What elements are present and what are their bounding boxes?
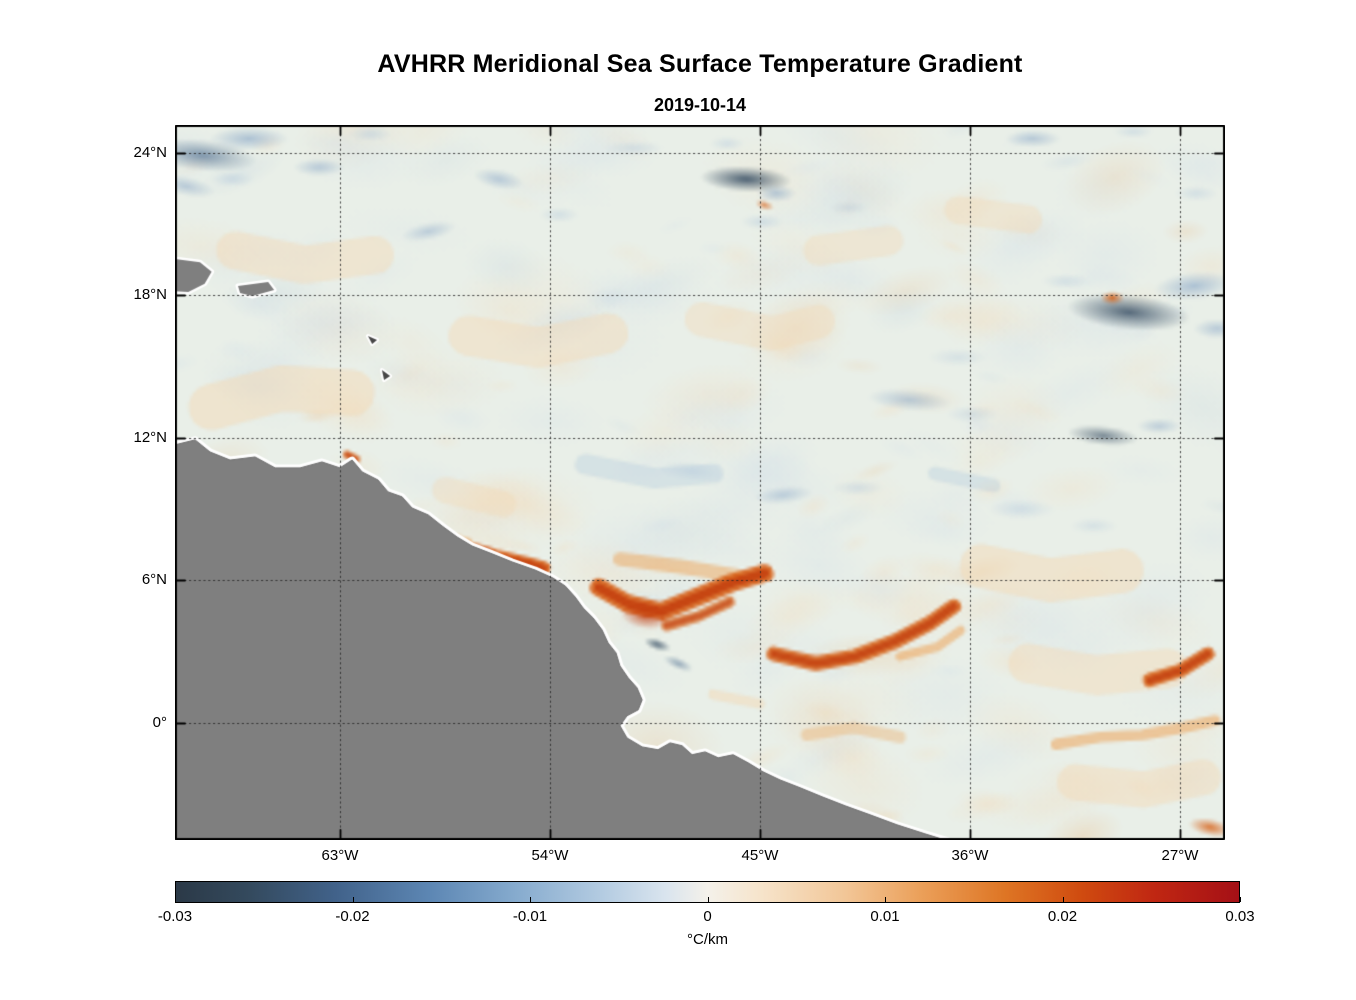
colorbar-tick-mark xyxy=(1063,897,1064,902)
x-tick-label: 54°W xyxy=(531,847,569,864)
colorbar-tick-label: 0.01 xyxy=(870,908,900,925)
x-tick-label: 36°W xyxy=(951,847,989,864)
chart-subtitle: 2019-10-14 xyxy=(653,95,747,115)
x-tick-label: 45°W xyxy=(741,847,779,864)
y-tick-label: 24°N xyxy=(133,144,167,162)
colorbar-tick-mark xyxy=(1240,897,1241,902)
colorbar-tick-mark xyxy=(530,897,531,902)
colorbar-tick-label: -0.01 xyxy=(512,908,548,925)
colorbar-tick-label: 0 xyxy=(703,908,712,925)
colorbar-gradient xyxy=(176,882,1239,902)
colorbar-tick-label: -0.03 xyxy=(157,908,193,925)
colorbar-tick-mark xyxy=(708,897,709,902)
colorbar-tick-mark xyxy=(353,897,354,902)
colorbar-unit-label: °C/km xyxy=(687,931,728,948)
chart-title: AVHRR Meridional Sea Surface Temperature… xyxy=(377,50,1023,78)
colorbar-tick-label: 0.03 xyxy=(1225,908,1255,925)
y-tick-label: 12°N xyxy=(133,428,167,446)
colorbar-tick-label: 0.02 xyxy=(1047,908,1078,925)
map-plot-area xyxy=(175,125,1225,840)
colorbar xyxy=(175,881,1240,903)
y-tick-label: 18°N xyxy=(133,286,167,304)
colorbar-tick-mark xyxy=(175,897,176,902)
x-tick-label: 63°W xyxy=(321,847,359,864)
colorbar-tick-label: -0.02 xyxy=(335,908,370,925)
y-tick-label: 0° xyxy=(152,713,167,731)
y-tick-label: 6°N xyxy=(141,571,167,589)
x-tick-label: 27°W xyxy=(1161,847,1199,864)
colorbar-tick-mark xyxy=(885,897,886,902)
